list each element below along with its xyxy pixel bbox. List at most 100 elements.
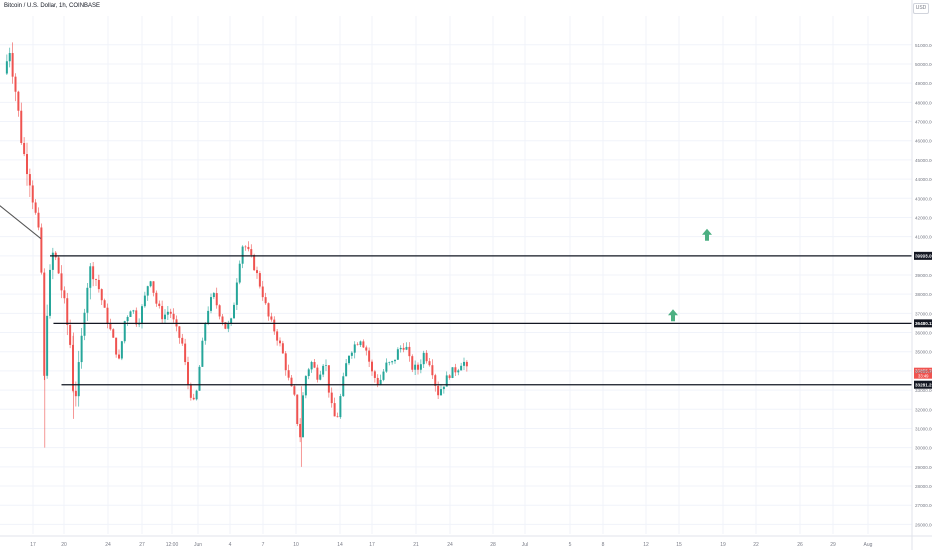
candle-body <box>210 297 212 311</box>
candle-body <box>304 376 307 396</box>
time-tick-label: 12 <box>643 542 649 548</box>
candle-body <box>51 252 54 270</box>
candle-body <box>270 316 273 320</box>
support-resistance-levels[interactable]: 39998.00 36480.11 33281.23 33855.7633:49 <box>50 251 932 389</box>
candle-body <box>77 362 80 397</box>
currency-badge[interactable]: USD <box>913 3 929 14</box>
candle-body <box>373 371 376 378</box>
price-tick-label: 29000.00 <box>915 465 932 470</box>
candle-body <box>414 364 417 370</box>
candle-body <box>31 185 34 203</box>
time-axis[interactable]: 17 20 24 27 12:00 Jun 4 7 10 14 17 21 24 28 Jul 5 8 12 15 1… <box>0 535 932 548</box>
candle-body <box>402 347 405 350</box>
candle-body <box>382 371 385 380</box>
price-tick-label: 34000.00 <box>915 369 932 374</box>
candle-body <box>129 311 132 317</box>
candle-body <box>437 385 440 396</box>
time-tick-label: 14 <box>337 542 343 548</box>
price-tick-label: 47000.00 <box>915 120 932 125</box>
candle-body <box>221 316 224 323</box>
candle-body <box>69 324 72 345</box>
candle-body <box>422 352 425 365</box>
candle-body <box>428 361 431 366</box>
price-tick-label: 45000.00 <box>915 158 932 163</box>
candle-body <box>189 384 192 398</box>
candle-body <box>152 281 155 293</box>
candle-body <box>419 364 422 370</box>
candle-body <box>448 375 451 378</box>
candle-body <box>11 53 14 77</box>
candle-body <box>123 321 126 342</box>
candle-body <box>454 367 457 373</box>
time-tick-label: 26 <box>797 542 803 548</box>
time-tick-label: 17 <box>369 542 375 548</box>
level-price-label: 36480.11 <box>915 321 932 326</box>
candle-body <box>319 374 322 380</box>
candle-body <box>143 295 146 307</box>
price-tick-label: 51000.00 <box>915 43 932 48</box>
time-tick-label: 20 <box>61 542 67 548</box>
candle-body <box>178 326 181 338</box>
candle-body <box>126 316 129 322</box>
candle-body <box>207 310 210 324</box>
candle-body <box>256 270 258 274</box>
candle-body <box>342 376 345 397</box>
candle-body <box>5 61 8 74</box>
price-axis[interactable]: 26000.00 27000.00 28000.00 29000.00 30000.00… <box>911 0 932 550</box>
candle-body <box>362 341 365 348</box>
candle-body <box>284 353 287 371</box>
candle-body <box>215 293 218 306</box>
annotations[interactable] <box>0 191 712 322</box>
candle-body <box>330 392 333 404</box>
grid <box>0 16 912 534</box>
candle-body <box>172 313 175 320</box>
candle-body <box>431 365 434 376</box>
candle-body <box>184 343 187 363</box>
time-tick-label: 29 <box>830 542 836 548</box>
candle-body <box>339 396 342 418</box>
price-tick-label: 50000.00 <box>915 62 932 67</box>
candle-body <box>290 377 293 387</box>
time-tick-label: 27 <box>139 542 145 548</box>
candle-body <box>26 154 28 175</box>
level-price-tag <box>914 319 932 328</box>
candle-body <box>244 246 247 248</box>
up-arrow-icon <box>702 228 712 241</box>
candle-body <box>164 314 166 320</box>
candle-body <box>83 312 86 336</box>
candle-body <box>95 279 97 280</box>
candle-body <box>307 369 310 377</box>
current-price-countdown: 33:49 <box>918 374 929 379</box>
level-price-tag <box>914 251 932 260</box>
candle-body <box>368 350 371 362</box>
candle-body <box>198 366 201 391</box>
up-arrow-icon <box>668 309 678 322</box>
candle-body <box>350 352 353 356</box>
candle-body <box>204 323 207 341</box>
time-tick-label: 4 <box>229 542 232 548</box>
candle-body <box>356 344 359 346</box>
candle-body <box>201 340 204 367</box>
candle-body <box>353 344 356 353</box>
candle-body <box>92 266 95 280</box>
price-tick-label: 36000.00 <box>915 331 932 336</box>
candle-body <box>333 403 336 417</box>
candle-body <box>8 53 11 62</box>
candle-body <box>166 311 169 315</box>
candle-body <box>310 362 313 370</box>
time-tick-label: 19 <box>720 542 726 548</box>
candle-body <box>394 359 396 362</box>
time-tick-label: 21 <box>413 542 419 548</box>
price-tick-label: 48000.00 <box>915 100 932 105</box>
candle-body <box>299 423 302 438</box>
candle-body <box>287 370 290 378</box>
candle-body <box>359 341 362 346</box>
candle-body <box>115 337 118 355</box>
candle-body <box>120 341 123 359</box>
level-price-label: 39998.00 <box>915 254 932 259</box>
candle-body <box>463 361 465 366</box>
candle-body <box>264 297 267 304</box>
candle-body <box>348 355 350 364</box>
candle-body <box>399 347 402 350</box>
